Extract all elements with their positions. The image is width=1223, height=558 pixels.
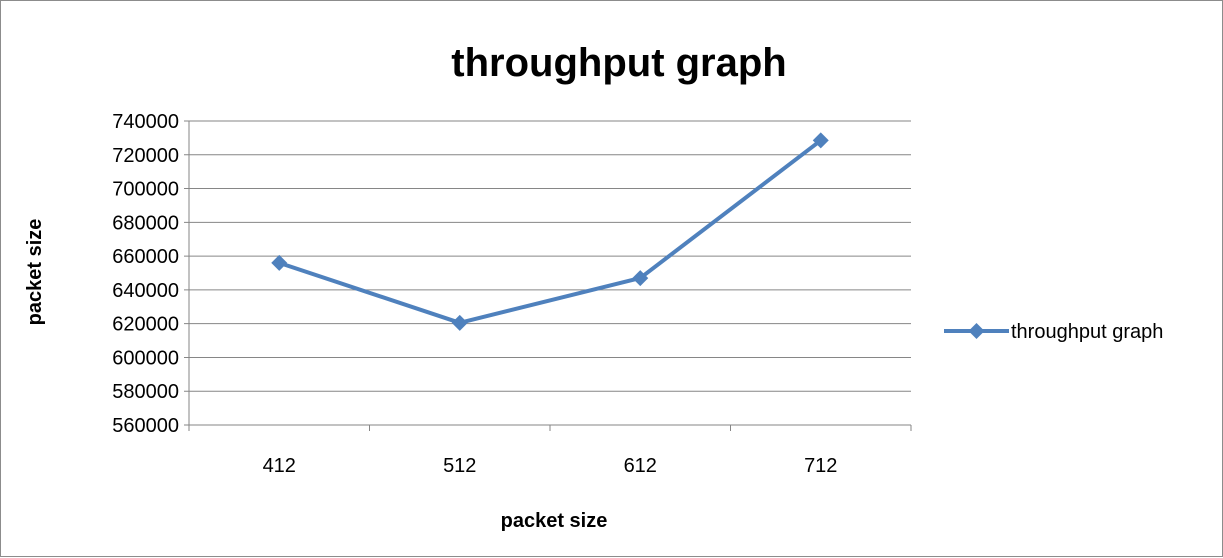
legend: throughput graph bbox=[944, 321, 1163, 343]
x-tick-label: 712 bbox=[804, 455, 837, 477]
data-point-marker bbox=[812, 132, 829, 149]
y-tick-label: 600000 bbox=[112, 347, 179, 369]
series-line bbox=[278, 138, 822, 325]
y-tick-label: 620000 bbox=[112, 314, 179, 336]
data-point-marker bbox=[632, 270, 649, 287]
data-point-marker bbox=[451, 314, 468, 331]
y-tick-label: 700000 bbox=[112, 179, 179, 201]
y-tick-label: 740000 bbox=[112, 111, 179, 133]
chart-title: throughput graph bbox=[451, 41, 786, 85]
y-tick-labels: 560000 580000 600000 620000 640000 660000 6800… bbox=[112, 111, 179, 437]
x-tick-label: 512 bbox=[443, 455, 476, 477]
x-axis-label: packet size bbox=[501, 510, 608, 532]
y-tick-label: 580000 bbox=[112, 381, 179, 403]
y-tick-label: 640000 bbox=[112, 280, 179, 302]
legend-diamond-marker bbox=[968, 323, 985, 339]
x-tick-label: 412 bbox=[263, 455, 296, 477]
x-tick-labels: 412 512 612 712 bbox=[263, 455, 838, 477]
data-point-marker bbox=[271, 254, 288, 271]
y-tick-label: 720000 bbox=[112, 145, 179, 167]
gridlines bbox=[184, 120, 912, 431]
y-axis-label: packet size bbox=[24, 219, 46, 326]
y-tick-label: 680000 bbox=[112, 212, 179, 234]
x-tick-label: 612 bbox=[624, 455, 657, 477]
series-layer bbox=[271, 132, 829, 331]
legend-label: throughput graph bbox=[1011, 321, 1163, 343]
y-tick-label: 560000 bbox=[112, 415, 179, 437]
y-tick-label: 660000 bbox=[112, 246, 179, 268]
